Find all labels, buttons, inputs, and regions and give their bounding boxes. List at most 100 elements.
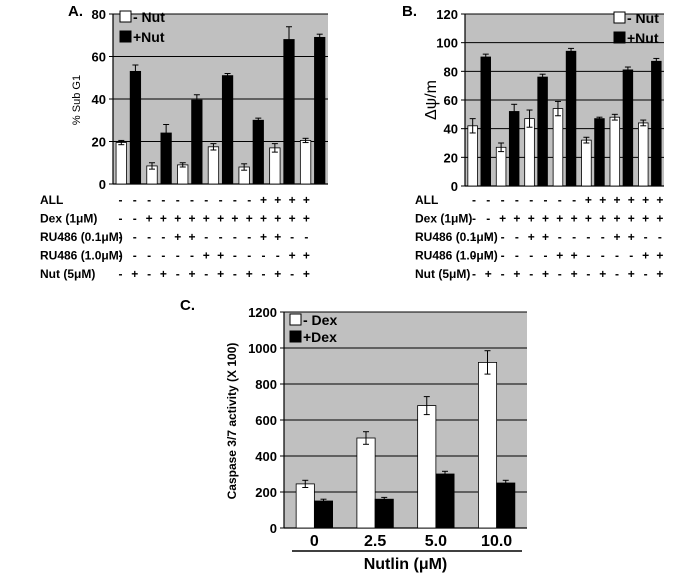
panel-b-condition-sign: -: [615, 267, 619, 281]
panel-a-condition-sign: -: [190, 193, 194, 207]
panel-a-ytick-label: 60: [92, 50, 106, 65]
panel-c-legend-swatch-1: [289, 330, 302, 343]
panel-b-condition-sign: +: [485, 267, 492, 281]
panel-b-label: B.: [402, 3, 417, 20]
panel-b-condition-label: ALL: [415, 193, 438, 207]
panel-a-condition-sign: -: [233, 267, 237, 281]
panel-a-legend-swatch-0: [119, 10, 132, 23]
panel-b-bar-plus-0: [480, 56, 491, 187]
panel-a-legend-label-0: - Nut: [133, 9, 165, 25]
panel-a-condition-sign: -: [161, 230, 165, 244]
panel-b-condition-sign: -: [529, 249, 533, 263]
panel-b-condition-sign: -: [558, 193, 562, 207]
panel-a-condition-sign: +: [246, 267, 253, 281]
panel-b-condition-sign: -: [544, 249, 548, 263]
panel-a-condition-sign: +: [303, 193, 310, 207]
panel-c-bar-minus-2: [417, 405, 437, 529]
panel-a-condition-sign: +: [188, 267, 195, 281]
panel-a-condition-sign: -: [190, 249, 194, 263]
panel-a-condition-sign: +: [274, 212, 281, 226]
panel-a-condition-sign: +: [160, 212, 167, 226]
panel-b-condition-sign: -: [515, 193, 519, 207]
panel-b-ytick-label: 80: [444, 64, 458, 79]
panel-b-condition-sign: -: [572, 193, 576, 207]
panel-b-bar-minus-5: [609, 116, 621, 187]
panel-b-condition-sign: +: [542, 212, 549, 226]
panel-a-condition-sign: -: [119, 249, 123, 263]
panel-a-condition-sign: +: [203, 212, 210, 226]
panel-c-category-label: 2.5: [364, 533, 386, 550]
panel-a-condition-sign: -: [219, 193, 223, 207]
panel-b-bar-minus-0: [467, 125, 478, 187]
panel-a-condition-sign: +: [289, 193, 296, 207]
panel-a-condition-sign: -: [176, 267, 180, 281]
panel-b-condition-sign: +: [571, 267, 578, 281]
panel-b-bar-plus-3: [565, 50, 577, 187]
panel-c-ytick-label: 400: [255, 449, 277, 464]
panel-a-condition-sign: +: [274, 267, 281, 281]
panel-a-condition-label: RU486 (0.1μM): [40, 230, 123, 244]
panel-a-condition-sign: +: [160, 267, 167, 281]
panel-b-condition-sign: +: [656, 193, 663, 207]
panel-a-legend-label-1: +Nut: [133, 29, 165, 45]
panel-a-condition-label: Nut (5μM): [40, 267, 95, 281]
panel-b-condition-sign: +: [571, 212, 578, 226]
panel-a-ytick-label: 20: [92, 135, 106, 150]
panel-b-condition-sign: +: [642, 249, 649, 263]
panel-b-ytick-label: 60: [444, 93, 458, 108]
panel-b-condition-sign: +: [513, 267, 520, 281]
panel-b-condition-sign: -: [472, 267, 476, 281]
panel-b-condition-sign: -: [472, 249, 476, 263]
panel-c-bar-minus-3: [477, 361, 498, 529]
panel-c-legend-label-0: - Dex: [303, 312, 337, 328]
panel-b-bar-minus-3: [552, 108, 564, 187]
panel-b-condition-sign: +: [513, 212, 520, 226]
panel-a-condition-sign: +: [289, 249, 296, 263]
panel-b-condition-sign: +: [642, 193, 649, 207]
panel-c-ytick-label: 800: [255, 377, 277, 392]
panel-a-condition-label: Dex (1μM): [40, 212, 97, 226]
panel-b-legend-swatch-0: [613, 11, 626, 24]
panel-a-condition-sign: +: [260, 193, 267, 207]
panel-a-condition-sign: -: [247, 249, 251, 263]
panel-a-condition-sign: -: [119, 193, 123, 207]
panel-a-condition-sign: +: [146, 212, 153, 226]
panel-b-condition-sign: -: [486, 249, 490, 263]
panel-b-condition-sign: +: [542, 267, 549, 281]
panel-b-condition-label: RU486 (0.1μM): [415, 230, 498, 244]
panel-a-condition-sign: +: [303, 267, 310, 281]
panel-b-ytick-label: 100: [436, 36, 458, 51]
panel-a-bar-minus-2: [177, 164, 189, 185]
panel-a-condition-sign: +: [289, 212, 296, 226]
panel-a-condition-sign: +: [231, 212, 238, 226]
panel-a-condition-sign: -: [119, 212, 123, 226]
panel-b-bar-plus-1: [508, 111, 520, 187]
panel-b-condition-sign: -: [601, 230, 605, 244]
panel-a-condition-sign: -: [276, 249, 280, 263]
panel-c-bar-plus-0: [313, 500, 334, 529]
panel-b-condition-sign: -: [558, 267, 562, 281]
panel-a-condition-sign: -: [247, 193, 251, 207]
panel-b-condition-sign: +: [613, 230, 620, 244]
panel-b-condition-sign: +: [599, 212, 606, 226]
panel-a-condition-sign: +: [174, 212, 181, 226]
panel-c-category-label: 5.0: [425, 533, 447, 550]
panel-a-condition-sign: -: [147, 249, 151, 263]
panel-b-condition-sign: -: [515, 249, 519, 263]
panel-a-condition-sign: +: [303, 249, 310, 263]
panel-b-condition-sign: +: [656, 212, 663, 226]
panel-c-bar-plus-3: [496, 482, 516, 529]
panel-a-condition-sign: +: [260, 212, 267, 226]
panel-a-condition-sign: -: [161, 249, 165, 263]
panel-b-ytick-label: 120: [436, 7, 458, 22]
panel-a-bar-plus-3: [221, 75, 234, 185]
panel-b-condition-sign: +: [656, 267, 663, 281]
panel-b-condition-sign: +: [613, 193, 620, 207]
panel-a-condition-sign: +: [188, 212, 195, 226]
panel-a-condition-sign: -: [133, 212, 137, 226]
panel-a-condition-sign: -: [233, 193, 237, 207]
panel-b-condition-sign: +: [628, 212, 635, 226]
panel-b-condition-sign: -: [486, 230, 490, 244]
panel-b-condition-sign: +: [628, 193, 635, 207]
